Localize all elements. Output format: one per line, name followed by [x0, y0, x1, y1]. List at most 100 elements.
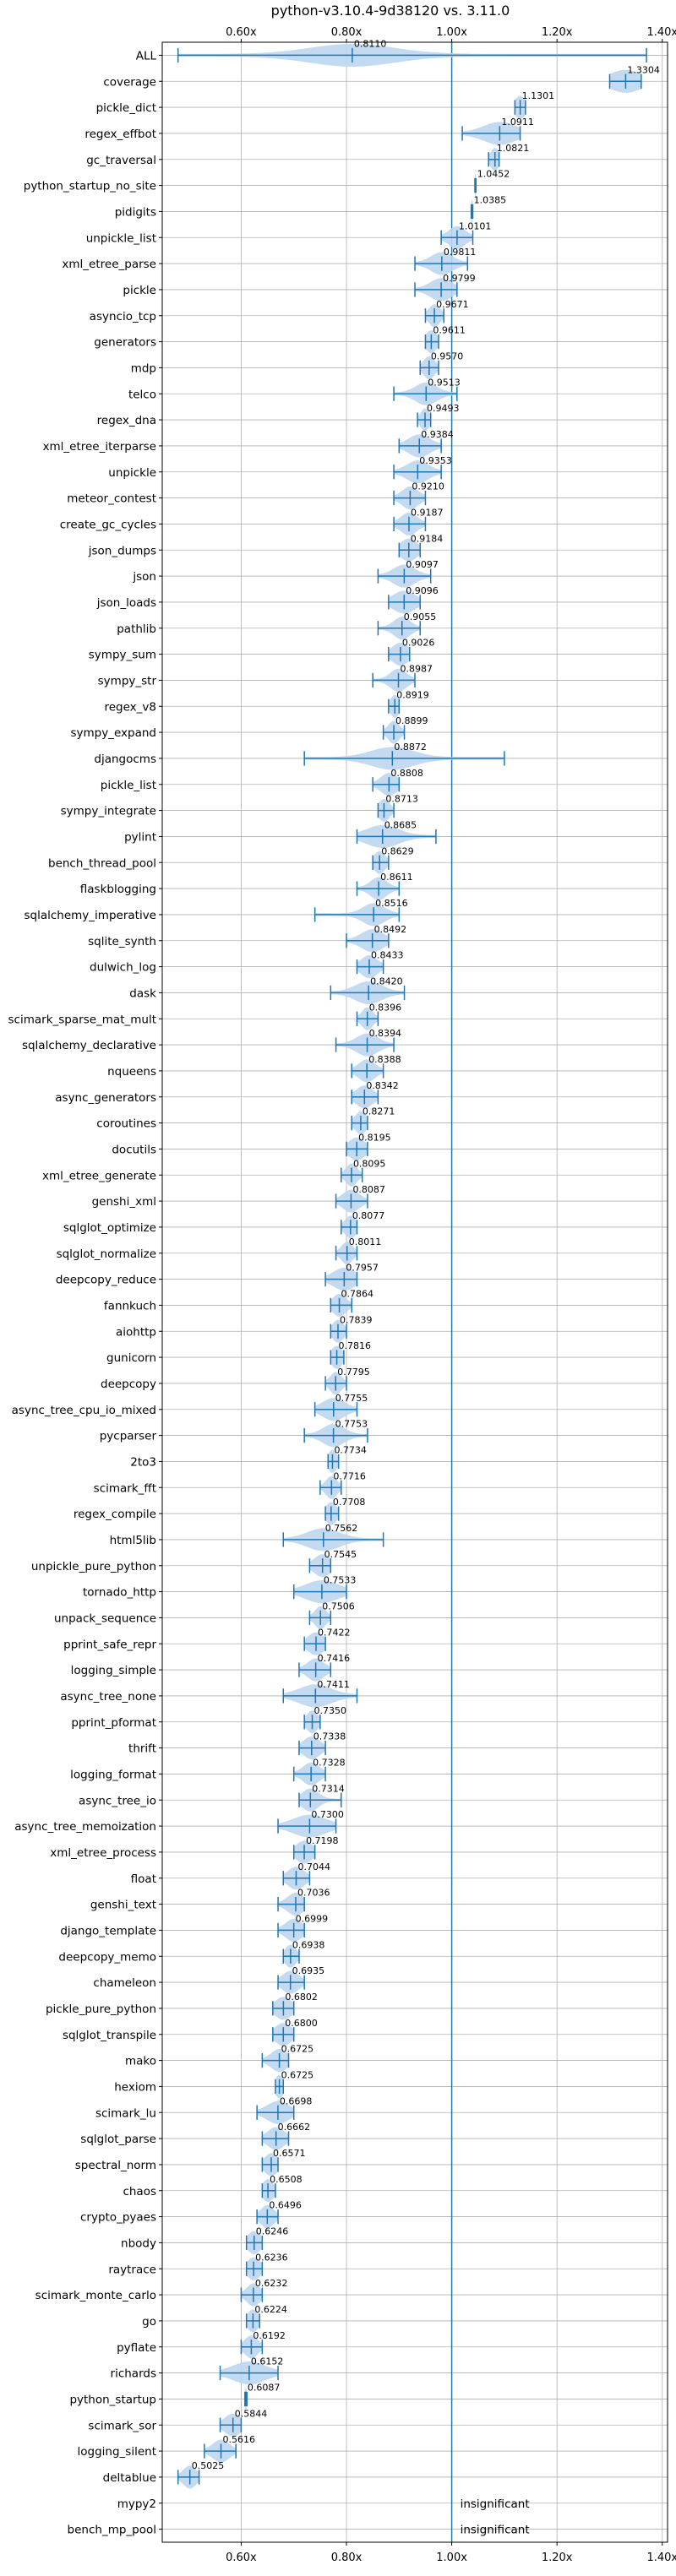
benchmark-label: sqlite_synth: [88, 935, 156, 948]
benchmark-label: sqlglot_transpile: [63, 2029, 156, 2042]
benchmark-label: docutils: [112, 1143, 156, 1156]
x-tick-label-top: 0.60x: [226, 26, 257, 39]
value-label: 0.5025: [192, 2460, 225, 2471]
value-label: 0.6152: [251, 2356, 284, 2367]
benchmark-label: chameleon: [93, 1976, 156, 1990]
insignificant-label: insignificant: [461, 2497, 530, 2511]
value-label: 1.0385: [474, 195, 507, 206]
benchmark-label: spectral_norm: [75, 2159, 156, 2172]
benchmark-label: deepcopy_memo: [58, 1950, 156, 1964]
benchmark-label: tornado_http: [83, 1586, 156, 1600]
value-label: 0.6725: [281, 2044, 314, 2055]
benchmark-label: dask: [129, 986, 156, 1000]
value-label: 0.9184: [411, 533, 444, 544]
benchmark-label: mako: [125, 2055, 156, 2068]
value-label: 0.8388: [368, 1054, 401, 1065]
benchmark-label: sympy_sum: [89, 649, 156, 662]
benchmark-label: async_tree_memoization: [14, 1820, 156, 1834]
benchmark-label: telco: [128, 388, 156, 401]
benchmark-label: django_template: [60, 1924, 156, 1937]
value-label: 0.6508: [270, 2174, 303, 2185]
benchmark-label: pickle: [123, 284, 156, 297]
benchmark-label: async_tree_none: [60, 1690, 156, 1704]
x-tick-label-bottom: 0.60x: [226, 2552, 257, 2564]
benchmark-label: pprint_pformat: [71, 1716, 156, 1730]
x-tick-label-top: 0.80x: [331, 26, 363, 39]
benchmark-label: xml_etree_process: [50, 1846, 156, 1860]
value-label: 0.7533: [324, 1575, 357, 1586]
value-label: 0.7422: [318, 1627, 351, 1638]
value-label: 0.8095: [353, 1158, 386, 1169]
benchmark-label: pylint: [124, 830, 156, 844]
value-label: 0.9097: [406, 559, 439, 570]
benchmark-label: hexiom: [114, 2080, 156, 2094]
benchmark-label: sqlglot_parse: [80, 2133, 156, 2146]
value-label: 0.9187: [411, 508, 444, 519]
value-label: 0.6496: [269, 2200, 302, 2211]
benchmark-label: thrift: [128, 1742, 156, 1756]
value-label: 0.7795: [337, 1367, 370, 1378]
benchmark-label: unpickle: [108, 466, 156, 480]
value-label: 0.6725: [281, 2070, 314, 2081]
value-label: 1.3304: [627, 64, 660, 75]
benchmark-label: sqlalchemy_imperative: [25, 909, 157, 922]
x-tick-label-bottom: 0.80x: [331, 2552, 363, 2564]
value-label: 0.9570: [431, 351, 463, 362]
value-label: 0.7708: [333, 1497, 366, 1508]
x-tick-label-top: 1.40x: [646, 26, 676, 39]
benchmark-label: sqlalchemy_declarative: [22, 1039, 156, 1052]
value-label: 0.7300: [311, 1809, 344, 1820]
benchmark-label: coverage: [103, 75, 156, 89]
value-label: 0.8087: [352, 1184, 385, 1195]
benchmark-label: richards: [111, 2367, 156, 2381]
value-label: 0.5844: [235, 2408, 268, 2419]
value-label: 0.6935: [292, 1965, 325, 1976]
violins: [177, 43, 647, 2489]
value-label: 0.7328: [313, 1758, 346, 1769]
value-label: 0.9799: [443, 273, 476, 284]
value-label: 1.0911: [501, 117, 534, 128]
plot-frame: [161, 41, 668, 2543]
value-label: 0.6236: [255, 2252, 288, 2263]
value-label: 0.6800: [285, 2018, 318, 2029]
value-label: 0.8516: [375, 898, 408, 909]
value-label: 0.6087: [248, 2383, 281, 2394]
benchmark-label: xml_etree_generate: [42, 1169, 156, 1182]
value-label: 0.6662: [278, 2122, 311, 2133]
x-tick-label-bottom: 1.40x: [646, 2552, 676, 2564]
benchmark-label: pickle_pure_python: [46, 2003, 156, 2016]
benchmark-label: async_tree_cpu_io_mixed: [12, 1404, 156, 1417]
benchmark-label: mdp: [131, 361, 156, 375]
value-label: 0.8492: [374, 924, 407, 935]
benchmark-label: gc_traversal: [86, 154, 156, 167]
value-label: 0.7755: [335, 1393, 368, 1404]
benchmark-label: regex_v8: [104, 700, 156, 714]
benchmark-label: nbody: [121, 2236, 156, 2250]
benchmark-label: async_tree_io: [79, 1794, 156, 1807]
x-tick-label-bottom: 1.00x: [436, 2552, 467, 2564]
value-label: 0.7044: [297, 1861, 330, 1872]
value-label: 0.8611: [380, 872, 413, 883]
value-label: 0.9096: [406, 585, 438, 596]
benchmark-label: logging_silent: [78, 2445, 156, 2459]
benchmark-label: crypto_pyaes: [80, 2211, 156, 2225]
benchmark-label: scimark_lu: [95, 2106, 156, 2120]
value-label: 0.6571: [273, 2148, 306, 2159]
value-label: 0.8420: [370, 976, 403, 987]
benchmark-label: scimark_fft: [94, 1481, 156, 1495]
benchmark-label: flaskblogging: [80, 883, 156, 896]
value-label: 0.9611: [433, 325, 466, 336]
benchmark-label: djangocms: [94, 753, 156, 766]
benchmark-label: logging_simple: [71, 1664, 156, 1677]
benchmark-label: bench_thread_pool: [48, 856, 156, 870]
benchmark-label: json_loads: [96, 596, 156, 610]
value-label: 0.8808: [390, 768, 423, 779]
value-label: 0.9026: [402, 638, 435, 649]
benchmark-label: regex_compile: [74, 1508, 156, 1521]
benchmark-label: mypy2: [117, 2497, 156, 2511]
benchmark-label: generators: [94, 336, 156, 350]
value-label: 0.7957: [346, 1263, 379, 1274]
benchmark-label: async_generators: [55, 1091, 156, 1105]
benchmark-labels: ALL coverage pickle_dict regex_effbot gc_tra…: [8, 49, 162, 2537]
